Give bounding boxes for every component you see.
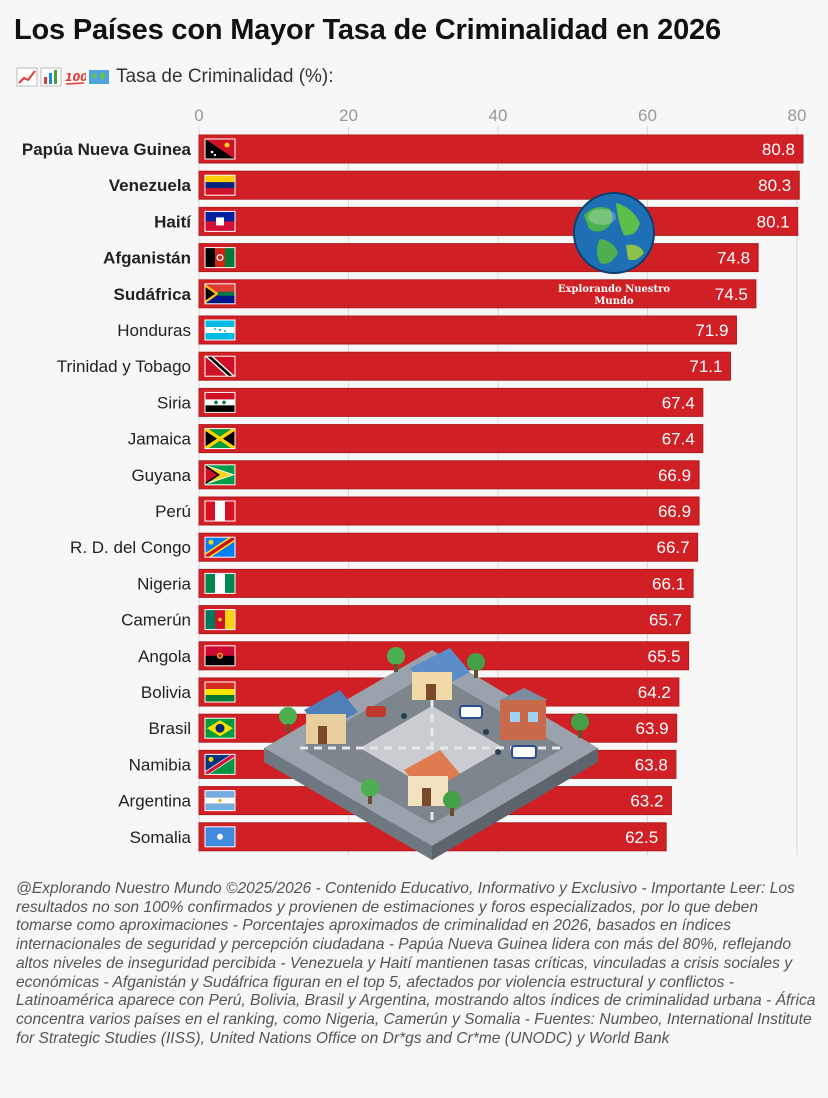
bar (198, 279, 757, 309)
x-tick-label: 20 (339, 106, 358, 125)
flag-ago-icon (204, 645, 236, 667)
decorations: Explorando Nuestro Mundo (264, 192, 670, 860)
value-label: 66.1 (652, 574, 685, 593)
bar (198, 568, 694, 598)
flag-arg-icon (204, 790, 236, 812)
city-block-illustration (264, 647, 598, 860)
flag-cmr-icon (204, 609, 236, 631)
bar (198, 315, 737, 345)
value-label: 74.5 (715, 285, 748, 304)
bar (198, 605, 691, 635)
flag-jam-icon (204, 428, 236, 450)
category-label: Guyana (131, 466, 191, 485)
x-tick-label: 40 (489, 106, 508, 125)
value-label: 80.8 (762, 140, 795, 159)
bar-chart: 0 20 40 60 80 Papúa Nueva Guinea 80.8 Venezuel… (22, 106, 806, 860)
category-label: Haití (154, 212, 192, 231)
value-label: 66.9 (658, 502, 691, 521)
world-map-icon (89, 70, 109, 84)
bar-chart-icon (40, 67, 62, 87)
value-label: 64.2 (638, 683, 671, 702)
bar (198, 460, 700, 490)
value-label: 71.1 (689, 357, 722, 376)
flag-bra-icon (204, 717, 236, 739)
category-label: Siria (157, 393, 192, 412)
category-label: Brasil (148, 719, 191, 738)
category-label: Jamaica (128, 430, 192, 449)
flag-syr-icon (204, 391, 236, 413)
value-label: 66.9 (658, 466, 691, 485)
category-label: Sudáfrica (114, 285, 192, 304)
category-label: Bolivia (141, 683, 192, 702)
bar (198, 532, 699, 562)
category-label: Papúa Nueva Guinea (22, 140, 192, 159)
bar (198, 387, 704, 417)
category-label: Nigeria (137, 574, 191, 593)
value-label: 80.3 (758, 176, 791, 195)
flag-guy-icon (204, 464, 236, 486)
value-label: 71.9 (695, 321, 728, 340)
x-tick-label: 80 (788, 106, 807, 125)
bar (198, 206, 799, 236)
value-label: 66.7 (656, 538, 689, 557)
bar (198, 243, 759, 273)
flag-zaf-icon (204, 283, 236, 305)
category-label: Namibia (129, 755, 192, 774)
category-label: Angola (138, 647, 191, 666)
subtitle-text: Tasa de Criminalidad (%): (116, 66, 334, 87)
flag-ven-icon (204, 174, 236, 196)
value-label: 63.8 (635, 755, 668, 774)
flag-afg-icon (204, 247, 236, 269)
x-axis-ticks: 0 20 40 60 80 (194, 106, 806, 125)
category-label: Argentina (118, 792, 191, 811)
category-label: Somalia (130, 828, 192, 847)
flag-per-icon (204, 500, 236, 522)
category-label: R. D. del Congo (70, 538, 191, 557)
watermark-line-1: Explorando Nuestro (558, 284, 670, 295)
chart-title: Los Países con Mayor Tasa de Criminalida… (14, 14, 721, 46)
value-label: 65.5 (648, 647, 681, 666)
value-label: 74.8 (717, 249, 750, 268)
flag-som-icon (204, 826, 236, 848)
bar (198, 424, 704, 454)
hundred-points-icon: 100 (65, 71, 86, 85)
category-label: Venezuela (109, 176, 192, 195)
category-label: Perú (155, 502, 191, 521)
value-label: 67.4 (662, 430, 695, 449)
footer-note: @Explorando Nuestro Mundo ©2025/2026 - C… (16, 880, 816, 1047)
subtitle-row: 100 Tasa de Criminalidad (%): (16, 66, 334, 88)
value-label: 65.7 (649, 611, 682, 630)
category-label: Afganistán (103, 249, 191, 268)
bar (198, 170, 800, 200)
flag-png-icon (204, 138, 236, 160)
value-label: 62.5 (625, 828, 658, 847)
globe-logo-icon (573, 192, 655, 274)
subtitle-emoji-group: 100 (16, 67, 110, 87)
category-label: Honduras (117, 321, 191, 340)
bar (198, 134, 804, 164)
category-label: Camerún (121, 611, 191, 630)
x-tick-label: 0 (194, 106, 203, 125)
value-label: 67.4 (662, 393, 695, 412)
svg-text:100: 100 (65, 71, 86, 84)
chart-increasing-icon (16, 67, 38, 87)
flag-bol-icon (204, 681, 236, 703)
flag-cod-icon (204, 536, 236, 558)
bar (198, 496, 700, 526)
flag-hnd-icon (204, 319, 236, 341)
flag-nam-icon (204, 753, 236, 775)
x-tick-label: 60 (638, 106, 657, 125)
watermark-line-2: Mundo (594, 296, 634, 307)
value-label: 80.1 (757, 212, 790, 231)
category-label: Trinidad y Tobago (57, 357, 191, 376)
value-label: 63.2 (630, 792, 663, 811)
flag-nga-icon (204, 572, 236, 594)
flag-tto-icon (204, 355, 236, 377)
bar (198, 351, 731, 381)
flag-hti-icon (204, 210, 236, 232)
value-label: 63.9 (636, 719, 669, 738)
